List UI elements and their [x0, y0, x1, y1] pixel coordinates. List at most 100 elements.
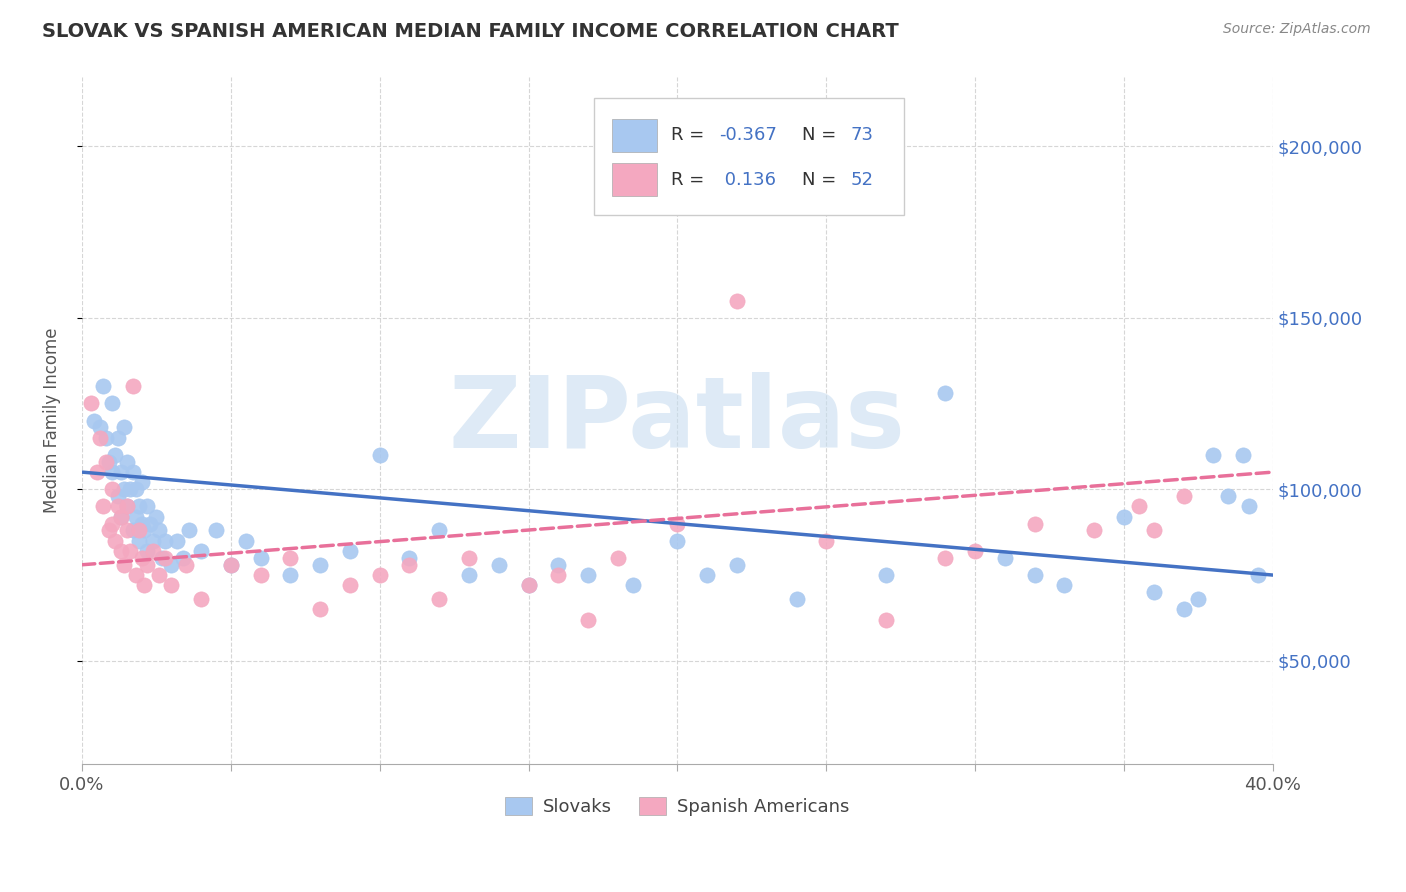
Point: [219, 558, 242, 572]
Point: [86, 465, 108, 479]
Point: [249, 568, 271, 582]
Point: [100, 516, 122, 531]
Point: [427, 524, 450, 538]
Point: [80, 396, 103, 410]
Point: [235, 533, 257, 548]
Point: [97, 455, 120, 469]
Point: [576, 568, 599, 582]
Point: [1112, 509, 1135, 524]
Point: [131, 516, 153, 531]
Point: [139, 516, 162, 531]
Point: [110, 509, 132, 524]
Point: [124, 483, 146, 497]
Point: [190, 544, 212, 558]
Point: [136, 500, 159, 514]
Point: [94, 431, 117, 445]
Point: [121, 524, 143, 538]
Point: [131, 475, 153, 490]
Point: [1202, 448, 1225, 462]
Point: [1247, 568, 1270, 582]
Point: [128, 533, 150, 548]
Point: [725, 558, 748, 572]
Point: [148, 568, 170, 582]
Text: R =: R =: [672, 127, 704, 145]
Point: [89, 431, 111, 445]
Point: [128, 524, 150, 538]
Point: [136, 544, 159, 558]
Point: [368, 568, 391, 582]
Point: [488, 558, 510, 572]
Point: [309, 602, 332, 616]
Point: [666, 533, 689, 548]
Point: [1024, 516, 1046, 531]
Point: [786, 592, 808, 607]
Point: [725, 293, 748, 308]
Point: [91, 500, 114, 514]
Point: [107, 431, 129, 445]
Point: [107, 489, 129, 503]
Point: [118, 483, 141, 497]
Point: [134, 578, 156, 592]
Point: [1173, 489, 1195, 503]
Point: [309, 558, 332, 572]
Point: [112, 558, 135, 572]
Point: [547, 558, 569, 572]
Point: [83, 414, 105, 428]
Point: [110, 465, 132, 479]
Point: [517, 578, 540, 592]
Point: [89, 420, 111, 434]
Point: [815, 533, 838, 548]
Text: N =: N =: [803, 170, 837, 189]
Point: [145, 509, 167, 524]
Point: [934, 550, 956, 565]
Text: N =: N =: [803, 127, 837, 145]
Point: [104, 533, 127, 548]
Point: [427, 592, 450, 607]
Point: [100, 396, 122, 410]
Point: [398, 558, 420, 572]
Point: [148, 524, 170, 538]
Bar: [612, 163, 657, 196]
Point: [458, 550, 481, 565]
Point: [104, 448, 127, 462]
Point: [1143, 524, 1166, 538]
Point: [97, 524, 120, 538]
Point: [94, 455, 117, 469]
Point: [398, 550, 420, 565]
Point: [136, 558, 159, 572]
Point: [576, 613, 599, 627]
Point: [339, 578, 361, 592]
Point: [190, 592, 212, 607]
Point: [115, 500, 138, 514]
Legend: Slovaks, Spanish Americans: Slovaks, Spanish Americans: [498, 790, 856, 823]
Point: [339, 544, 361, 558]
Point: [280, 568, 302, 582]
Point: [1237, 500, 1260, 514]
Point: [934, 386, 956, 401]
Point: [1053, 578, 1076, 592]
Point: [1218, 489, 1240, 503]
Point: [115, 455, 138, 469]
Point: [134, 524, 156, 538]
Point: [965, 544, 987, 558]
Point: [1232, 448, 1254, 462]
Point: [110, 509, 132, 524]
FancyBboxPatch shape: [595, 98, 904, 215]
Point: [280, 550, 302, 565]
Bar: [612, 119, 657, 152]
Point: [115, 500, 138, 514]
Point: [131, 550, 153, 565]
Point: [621, 578, 644, 592]
Point: [1083, 524, 1105, 538]
Point: [112, 420, 135, 434]
Point: [1128, 500, 1150, 514]
Point: [458, 568, 481, 582]
Point: [1143, 585, 1166, 599]
Point: [100, 483, 122, 497]
Point: [160, 578, 183, 592]
Point: [142, 533, 165, 548]
Point: [155, 533, 177, 548]
Point: [696, 568, 718, 582]
Point: [124, 509, 146, 524]
Text: -0.367: -0.367: [718, 127, 778, 145]
